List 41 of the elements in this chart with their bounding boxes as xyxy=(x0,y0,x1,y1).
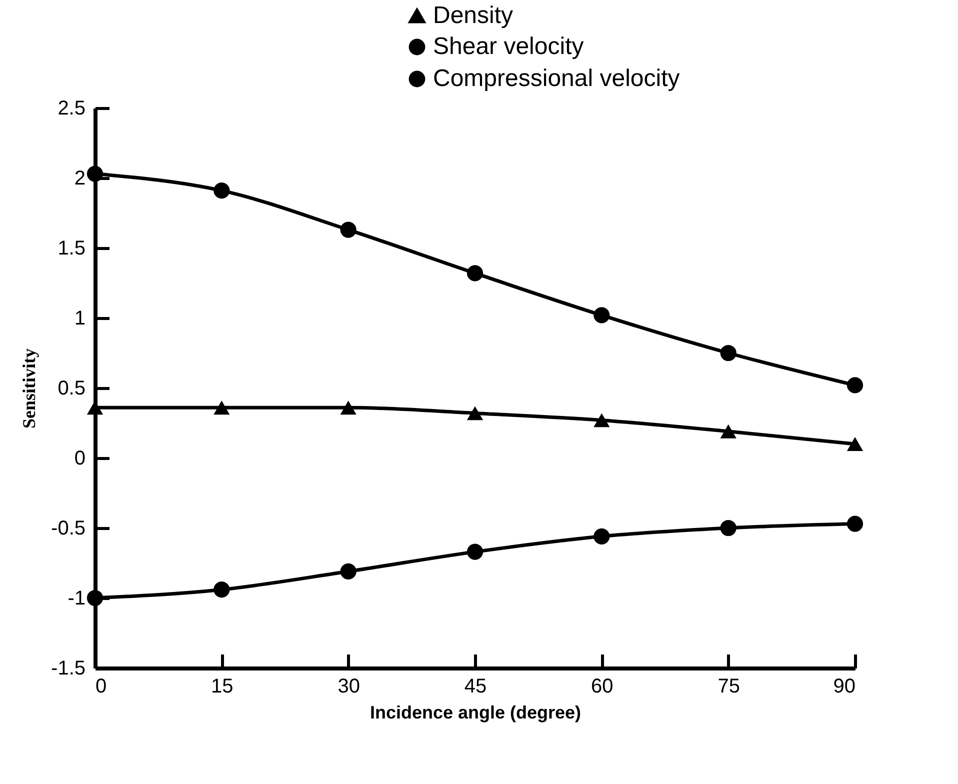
y-tick-label: 1.5 xyxy=(58,238,86,260)
point xyxy=(594,528,610,544)
point xyxy=(594,307,610,324)
y-tick-label: -1 xyxy=(68,588,86,610)
legend-label: Shear velocity xyxy=(433,33,584,60)
point xyxy=(466,265,484,282)
x-tick-label: 90 xyxy=(833,676,856,698)
y-tick-label: 0.5 xyxy=(58,378,86,400)
x-tick-label: 0 xyxy=(96,676,107,698)
y-tick-label: 2.5 xyxy=(58,98,86,120)
point xyxy=(846,377,864,394)
x-tick-label: 15 xyxy=(211,676,234,698)
legend-label: Compressional velocity xyxy=(433,65,680,92)
y-tick-label: -0.5 xyxy=(51,518,86,540)
y-tick-label: -1.5 xyxy=(51,658,86,680)
y-tick-label: 1 xyxy=(74,308,86,330)
point xyxy=(340,400,356,415)
point xyxy=(86,166,104,182)
point xyxy=(340,563,356,580)
point xyxy=(720,520,736,536)
legend-label: Density xyxy=(433,2,514,29)
y-axis-title: Sensitivity xyxy=(19,348,40,429)
point xyxy=(340,222,356,238)
x-tick-label: 75 xyxy=(718,676,740,698)
point xyxy=(594,413,610,428)
y-tick-label: 0 xyxy=(74,448,86,470)
point xyxy=(846,516,864,532)
point xyxy=(846,437,864,451)
point xyxy=(466,406,484,420)
x-tick-label: 30 xyxy=(338,676,360,698)
point xyxy=(214,400,230,415)
point xyxy=(86,590,104,606)
point xyxy=(720,424,736,438)
x-tick-label: 60 xyxy=(591,676,614,698)
point xyxy=(214,582,230,598)
point xyxy=(720,344,736,362)
x-tick-label: 45 xyxy=(464,676,487,698)
y-tick-label: 2 xyxy=(74,168,86,190)
point xyxy=(214,182,230,199)
x-axis-title: Incidence angle (degree) xyxy=(370,702,582,722)
point xyxy=(466,544,484,560)
